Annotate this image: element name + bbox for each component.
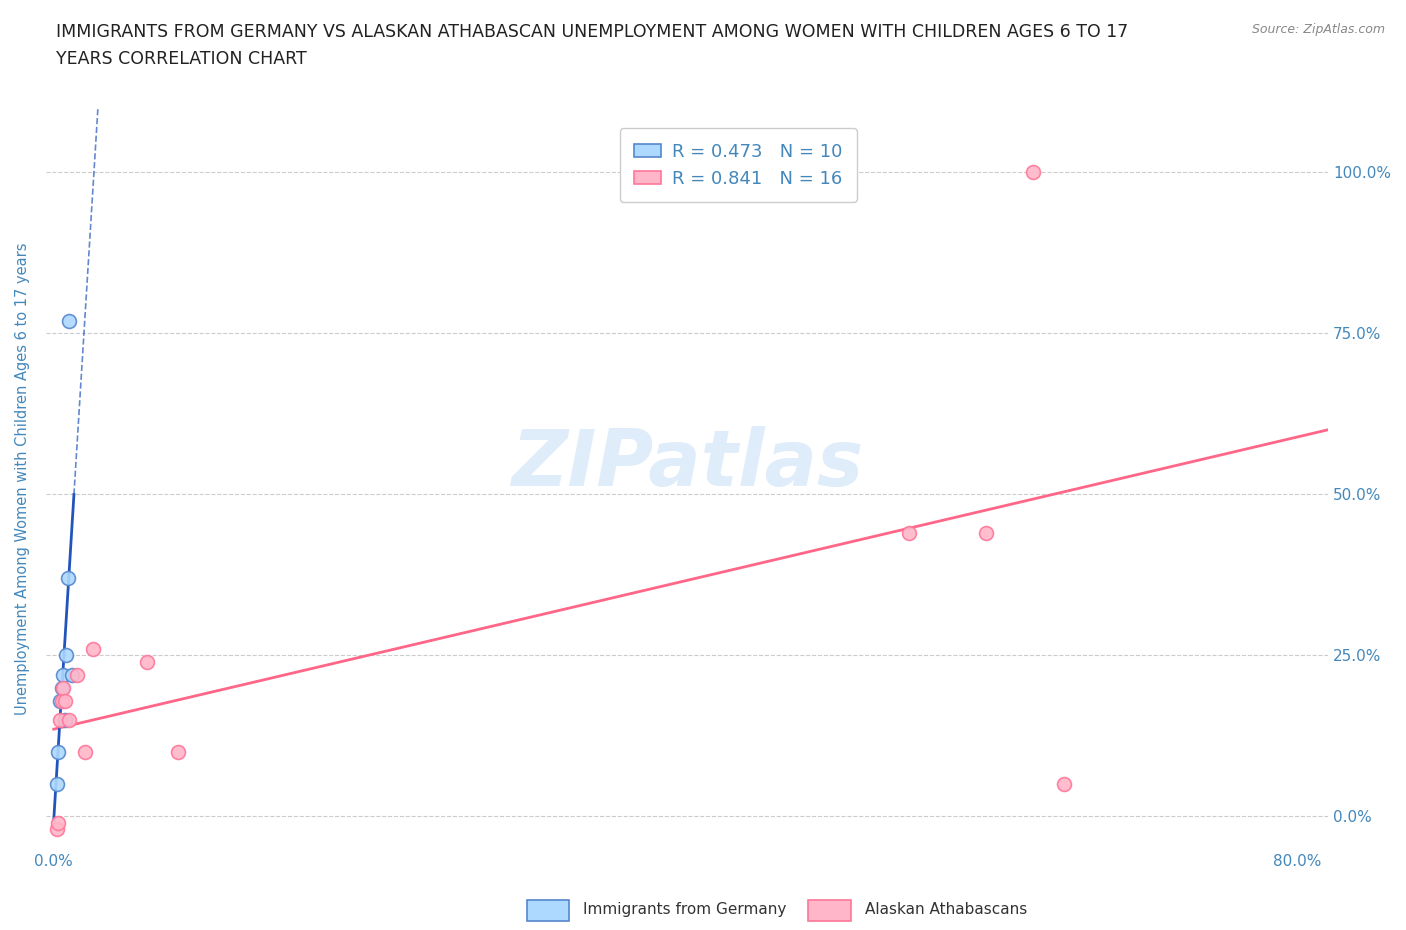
- Point: [55, 648, 77, 663]
- Point: [1053, 777, 1076, 791]
- Point: [48, 816, 70, 830]
- Point: [897, 525, 920, 540]
- Point: [52, 668, 75, 683]
- Point: [49, 712, 72, 727]
- Point: [53, 712, 76, 727]
- Y-axis label: Unemployment Among Women with Children Ages 6 to 17 years: Unemployment Among Women with Children A…: [15, 242, 30, 714]
- Point: [51, 693, 73, 708]
- Point: [48, 745, 70, 760]
- Point: [167, 745, 190, 760]
- Point: [52, 680, 75, 695]
- Point: [45, 777, 67, 791]
- Text: IMMIGRANTS FROM GERMANY VS ALASKAN ATHABASCAN UNEMPLOYMENT AMONG WOMEN WITH CHIL: IMMIGRANTS FROM GERMANY VS ALASKAN ATHAB…: [56, 23, 1129, 68]
- Point: [53, 693, 76, 708]
- Point: [56, 571, 79, 586]
- Point: [82, 642, 104, 657]
- Point: [49, 693, 72, 708]
- Point: [51, 680, 73, 695]
- Point: [45, 822, 67, 837]
- Legend: R = 0.473   N = 10, R = 0.841   N = 16: R = 0.473 N = 10, R = 0.841 N = 16: [620, 128, 856, 202]
- Point: [136, 655, 159, 670]
- Text: Alaskan Athabascans: Alaskan Athabascans: [865, 902, 1026, 917]
- Text: Source: ZipAtlas.com: Source: ZipAtlas.com: [1251, 23, 1385, 36]
- Point: [58, 313, 80, 328]
- Point: [974, 525, 997, 540]
- Text: ZIPatlas: ZIPatlas: [510, 426, 863, 501]
- Point: [58, 712, 80, 727]
- Point: [73, 745, 96, 760]
- Point: [60, 668, 83, 683]
- Point: [66, 668, 89, 683]
- Text: Immigrants from Germany: Immigrants from Germany: [583, 902, 787, 917]
- Point: [1022, 165, 1045, 179]
